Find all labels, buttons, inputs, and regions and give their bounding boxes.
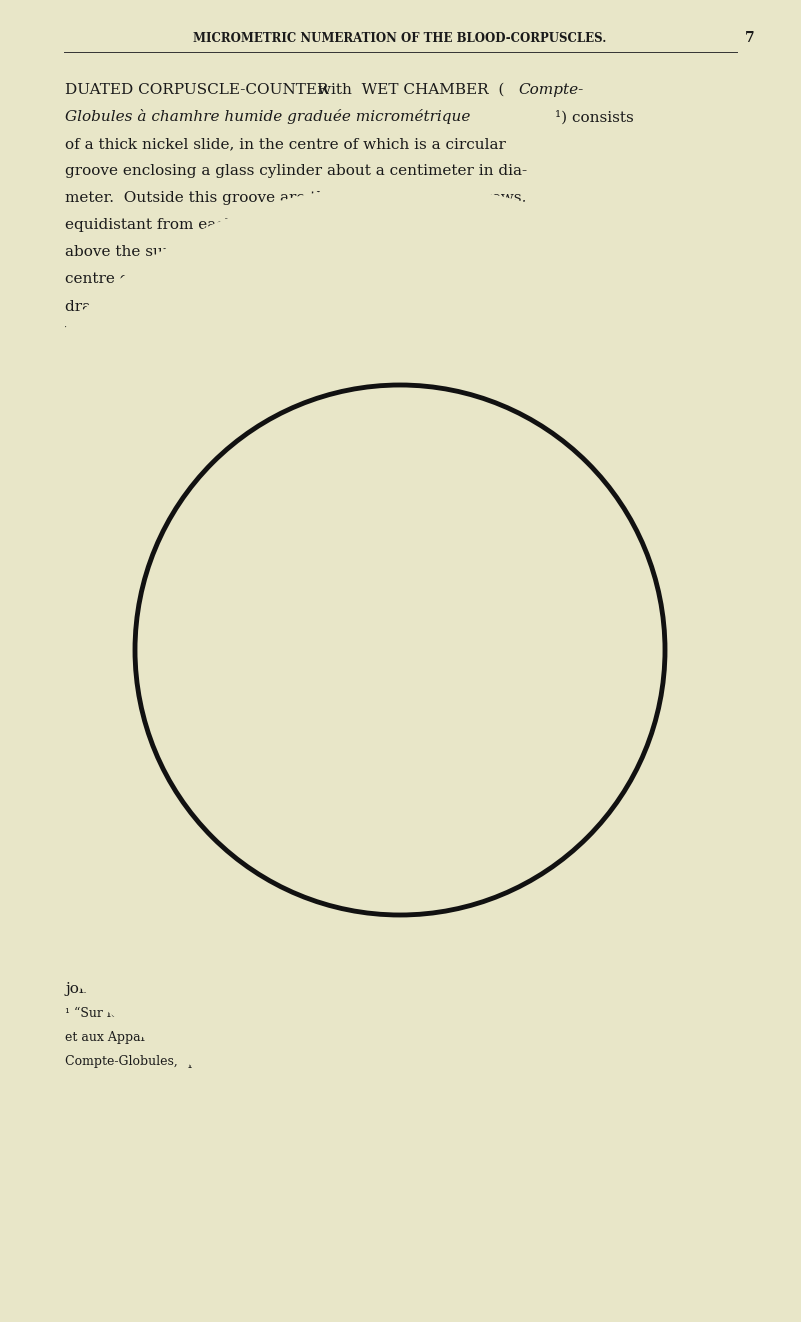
Text: Compte-: Compte- (518, 83, 583, 97)
Text: Compte-Globules,” par L. Malassez, ‘Arch. de Phy.’: Compte-Globules,” par L. Malassez, ‘Arch… (65, 1055, 385, 1068)
Text: of ⁴⁄₂₀ =⅓ mm., and an area, therefore, of ¹⁄₃×¼=¹⁄₁₂ square: of ⁴⁄₂₀ =⅓ mm., and an area, therefore, … (65, 379, 522, 394)
Text: meter.  Outside this groove are three pointed metal screws,: meter. Outside this groove are three poi… (65, 190, 526, 205)
Text: ¹) consists: ¹) consists (555, 110, 634, 124)
Text: DUATED CORPUSCLE-COUNTER: DUATED CORPUSCLE-COUNTER (65, 83, 328, 97)
Text: FONS: FONS (165, 545, 179, 575)
Text: above the surface of the metal slide is exactly ½ mm.  In the: above the surface of the metal slide is … (65, 245, 532, 259)
Circle shape (137, 387, 663, 914)
Text: of 20, each group having a length of ⁵⁄₂₀=¼ mm., and a width: of 20, each group having a length of ⁵⁄₂… (65, 353, 538, 368)
Text: Globules à chamhre humide graduée micrométrique: Globules à chamhre humide graduée microm… (65, 110, 470, 124)
Circle shape (294, 604, 326, 636)
Text: et aux Appareils de Numération des Globules Sanguins, et sur un nouveau: et aux Appareils de Numération des Globu… (65, 1030, 538, 1044)
Circle shape (0, 185, 801, 1114)
Text: FIG. 2.: FIG. 2. (374, 424, 426, 439)
Text: equidistant from each other.  The elevation of these points: equidistant from each other. The elevati… (65, 218, 517, 231)
Text: joining groups by a double line (Fig. 2).  The peripheral: joining groups by a double line (Fig. 2)… (65, 982, 495, 997)
Text: groove enclosing a glass cylinder about a centimeter in dia-: groove enclosing a glass cylinder about … (65, 164, 527, 178)
Text: drawnʹ the squares, in which the corpuscles are counted.: drawnʹ the squares, in which the corpusc… (65, 299, 509, 313)
Text: mm.  Each group of 20 squares is separated from ad-: mm. Each group of 20 squares is separate… (65, 958, 476, 972)
Text: centre of the glass surface, limited by the groove, are: centre of the glass surface, limited by … (65, 272, 480, 286)
Text: ¹ “Sur les Perfectionnements les plus récents apportés aux Méthodes: ¹ “Sur les Perfectionnements les plus ré… (65, 1006, 504, 1019)
Text: with  WET CHAMBER  (: with WET CHAMBER ( (318, 83, 505, 97)
Text: of a thick nickel slide, in the centre of which is a circular: of a thick nickel slide, in the centre o… (65, 137, 506, 151)
Text: ROUGET: ROUGET (618, 557, 635, 603)
Text: 7: 7 (745, 30, 755, 45)
Text: These have a side of ¹⁄₂₀ mm., and they are arranged in groups: These have a side of ¹⁄₂₀ mm., and they … (65, 325, 547, 341)
Text: MICROMETRIC NUMERATION OF THE BLOOD-CORPUSCLES.: MICROMETRIC NUMERATION OF THE BLOOD-CORP… (193, 32, 606, 45)
